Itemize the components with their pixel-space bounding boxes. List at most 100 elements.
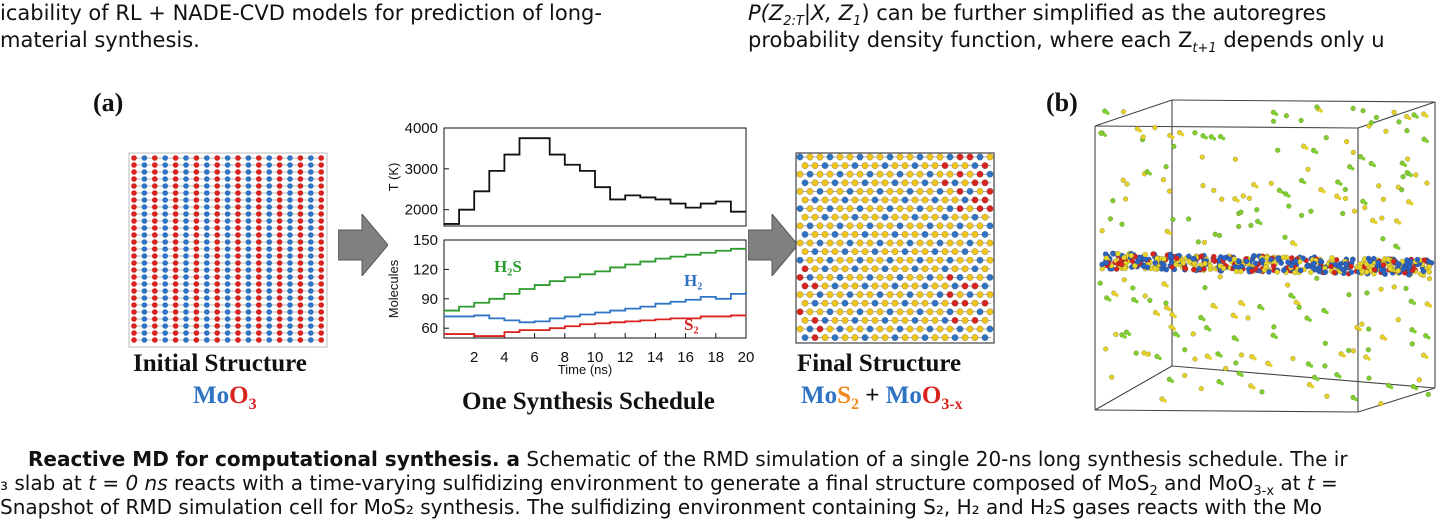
gas-molecule (1406, 199, 1412, 205)
gas-molecule (1216, 232, 1223, 239)
lattice-atom (276, 232, 283, 238)
lattice-atom (308, 260, 314, 266)
lattice-atom (308, 323, 314, 329)
caption-a: a (499, 447, 521, 471)
gas-molecule (1144, 169, 1150, 175)
lattice-atom (856, 274, 864, 281)
lattice-atom (204, 274, 210, 280)
lattice-atom (162, 225, 168, 231)
lattice-atom (836, 205, 844, 212)
gas-molecule (1221, 136, 1226, 141)
gas-molecule (1110, 198, 1116, 204)
slab-atom (1379, 267, 1385, 273)
lattice-atom (141, 239, 148, 245)
lattice-atom (131, 155, 137, 161)
simulation-box-edge (1094, 125, 1359, 129)
lattice-atom (141, 204, 148, 210)
gas-molecule (1350, 105, 1356, 111)
slab-atom (1186, 253, 1192, 259)
lattice-atom (172, 323, 179, 329)
gas-molecule (1370, 217, 1376, 223)
lattice-atom (141, 218, 148, 224)
slab-atom (1336, 263, 1343, 270)
eq-p-z: P(Z (748, 1, 784, 25)
lattice-atom (971, 317, 979, 324)
gas-molecule (1097, 280, 1103, 286)
lattice-atom (961, 265, 969, 273)
lattice-atom (193, 267, 200, 273)
lattice-atom (256, 281, 262, 287)
lattice-atom (866, 325, 874, 333)
lattice-atom (926, 170, 934, 178)
lattice-atom (193, 316, 200, 322)
lattice-atom (851, 196, 859, 204)
lattice-atom (245, 204, 252, 210)
lattice-atom (193, 281, 200, 287)
lattice-atom (951, 213, 959, 221)
lattice-atom (297, 176, 304, 182)
slab-atom (1196, 266, 1202, 272)
lattice-atom (235, 211, 241, 217)
lattice-atom (891, 248, 899, 255)
lattice-atom (131, 232, 137, 238)
gas-molecule (1293, 299, 1299, 305)
lattice-atom (131, 267, 137, 273)
lattice-atom (204, 211, 210, 217)
lattice-atom (141, 183, 148, 189)
lattice-atom (941, 317, 949, 324)
lattice-atom (851, 282, 859, 290)
lattice-atom (851, 231, 859, 238)
lattice-atom (162, 260, 168, 266)
lattice-atom (866, 274, 874, 281)
lattice-atom (876, 325, 884, 333)
lattice-atom (224, 337, 231, 343)
gas-molecule (1362, 205, 1368, 211)
slab-atom (1395, 267, 1401, 274)
lattice-atom (172, 239, 179, 245)
lattice-atom (172, 211, 179, 217)
lattice-atom (876, 170, 884, 178)
lattice-atom (941, 265, 949, 273)
lattice-atom (131, 246, 137, 252)
lattice-atom (308, 169, 314, 175)
lattice-atom (931, 317, 939, 324)
gas-molecule (1208, 134, 1214, 140)
lattice-atom (204, 253, 210, 259)
lattice-atom (826, 274, 834, 281)
lattice-atom (245, 211, 252, 217)
gas-molecule (1354, 324, 1360, 331)
lattice-atom (131, 281, 137, 287)
lattice-atom (287, 197, 293, 203)
lattice-atom (256, 155, 262, 161)
series-label-1: H₂ (684, 271, 702, 290)
lattice-atom (308, 337, 314, 343)
lattice-atom (936, 308, 944, 316)
lattice-atom (896, 153, 904, 161)
lattice-atom (976, 308, 984, 316)
gas-molecule (1352, 208, 1358, 214)
lattice-atom (971, 265, 979, 273)
lattice-atom (297, 253, 304, 259)
lattice-atom (162, 274, 168, 280)
lattice-atom (141, 309, 148, 315)
lattice-atom (204, 316, 210, 322)
slab-atom (1132, 263, 1138, 269)
slab-atom (1357, 264, 1363, 271)
lattice-atom (896, 291, 904, 298)
lattice-atom (796, 239, 804, 247)
lattice-atom (152, 211, 158, 217)
lattice-atom (131, 162, 137, 168)
lattice-atom (891, 282, 899, 290)
lattice-atom (911, 248, 919, 255)
lattice-atom (152, 197, 158, 203)
lattice-atom (881, 282, 889, 290)
gas-molecule (1169, 312, 1175, 318)
lattice-atom (876, 205, 884, 212)
lattice-atom (841, 231, 849, 238)
gas-molecule (1378, 286, 1384, 292)
lattice-atom (911, 231, 919, 238)
lattice-atom (951, 248, 959, 255)
slab-atom (1263, 264, 1269, 270)
lattice-atom (946, 256, 954, 264)
lattice-atom (951, 196, 959, 204)
